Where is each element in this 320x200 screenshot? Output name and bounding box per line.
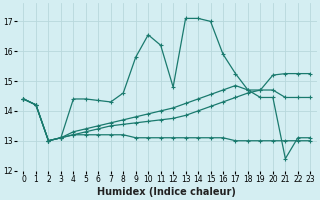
X-axis label: Humidex (Indice chaleur): Humidex (Indice chaleur): [98, 187, 236, 197]
